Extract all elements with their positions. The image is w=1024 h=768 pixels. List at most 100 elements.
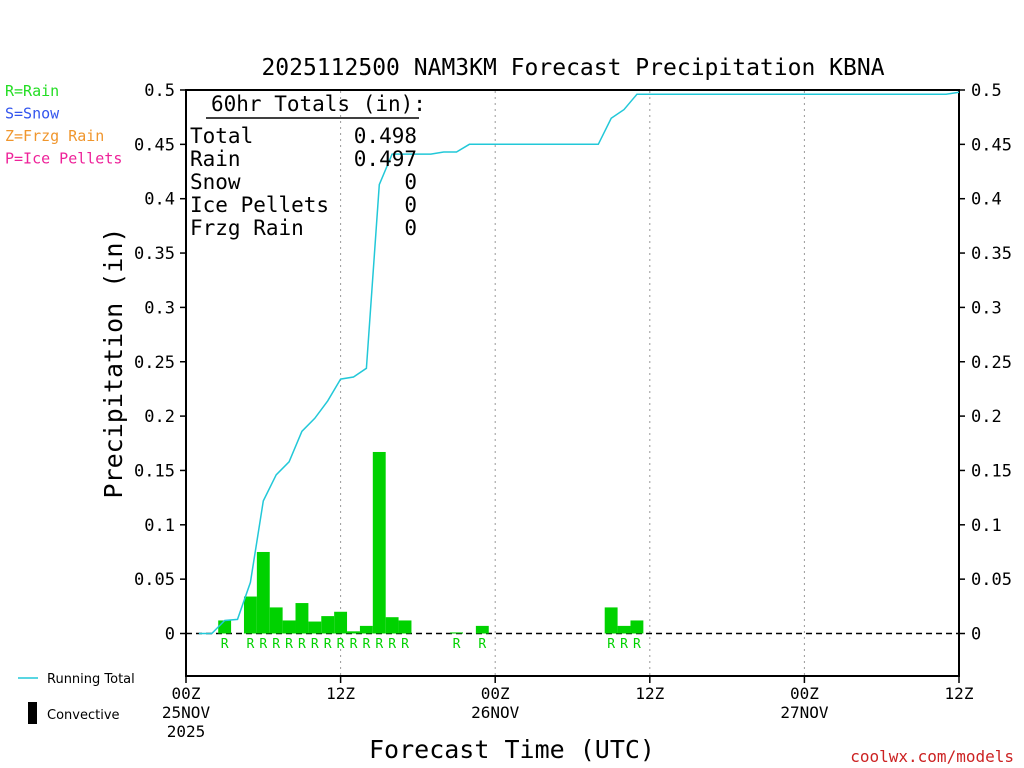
legend-type-3: P=Ice Pellets	[5, 150, 122, 168]
precip-bar-10	[359, 625, 373, 634]
precip-bar-15	[475, 625, 489, 634]
y-tick-label-left-0: 0	[165, 625, 175, 645]
bar-type-label-1: R	[247, 637, 255, 652]
precip-bar-16	[604, 607, 618, 634]
legend-label-0: Running Total	[47, 672, 135, 687]
precip-bar-1	[243, 596, 257, 634]
bar-type-label-7: R	[324, 637, 332, 652]
legend-swatch-1	[28, 702, 37, 724]
precip-bar-5	[295, 603, 309, 634]
bar-type-label-11: R	[375, 637, 383, 652]
precip-bar-7	[321, 616, 335, 634]
x-tick-label-2-1: 26NOV	[471, 703, 520, 722]
bar-type-label-9: R	[350, 637, 358, 652]
precip-bar-18	[630, 620, 644, 634]
y-tick-label-left-3: 0.15	[134, 461, 175, 481]
y-tick-label-right-10: 0.5	[971, 81, 1002, 101]
precip-bar-17	[617, 625, 631, 634]
bar-type-label-2: R	[259, 637, 267, 652]
y-tick-label-left-6: 0.3	[144, 298, 175, 318]
totals-heading: 60hr Totals (in):	[211, 92, 426, 116]
y-tick-label-right-1: 0.05	[971, 570, 1012, 590]
bar-type-label-17: R	[620, 637, 628, 652]
watermark: coolwx.com/models	[850, 747, 1014, 766]
x-tick-label-4-1: 27NOV	[780, 703, 829, 722]
totals-label-2: Snow	[190, 170, 241, 194]
precip-bar-13	[398, 620, 412, 634]
precip-bar-0	[218, 620, 232, 634]
bar-type-label-3: R	[272, 637, 280, 652]
y-tick-label-right-7: 0.35	[971, 244, 1012, 264]
precip-bar-11	[372, 451, 386, 634]
y-tick-label-left-8: 0.4	[144, 190, 175, 210]
totals-value-2: 0	[404, 170, 417, 194]
totals-label-0: Total	[190, 124, 253, 148]
bar-type-label-13: R	[401, 637, 409, 652]
bar-type-label-4: R	[285, 637, 293, 652]
precip-bar-8	[334, 611, 348, 634]
y-tick-label-right-8: 0.4	[971, 190, 1002, 210]
y-axis-label: Precipitation (in)	[99, 228, 128, 499]
totals-box: 60hr Totals (in): Total 0.498 Rain 0.497 Sno…	[190, 92, 426, 240]
totals-label-4: Frzg Rain	[190, 216, 304, 240]
y-tick-label-left-4: 0.2	[144, 407, 175, 427]
precip-bar-9	[347, 631, 360, 634]
totals-label-3: Ice Pellets	[190, 193, 329, 217]
precip-type-legend: R=Rain S=Snow Z=Frzg Rain P=Ice Pellets	[5, 82, 122, 168]
x-tick-label-4-0: 00Z	[790, 684, 819, 703]
bar-type-label-18: R	[633, 637, 641, 652]
y-tick-label-right-5: 0.25	[971, 353, 1012, 373]
plot-area	[185, 89, 960, 677]
x-tick-label-0-2: 2025	[167, 722, 206, 741]
x-tick-label-5-0: 12Z	[945, 684, 974, 703]
precip-bars	[218, 451, 644, 634]
bar-type-label-6: R	[311, 637, 319, 652]
y-axis-right-ticks: 0 0.05 0.1 0.15 0.2 0.25 0.3 0.35 0.4 0.45 0.5	[959, 81, 1012, 645]
y-tick-label-left-9: 0.45	[134, 135, 175, 155]
x-tick-label-2-0: 00Z	[481, 684, 510, 703]
y-tick-label-right-4: 0.2	[971, 407, 1002, 427]
y-tick-label-left-1: 0.05	[134, 570, 175, 590]
series-legend: Running Total Convective	[18, 672, 135, 724]
running-total-line	[198, 91, 960, 635]
y-tick-label-right-6: 0.3	[971, 298, 1002, 318]
bar-type-label-12: R	[388, 637, 396, 652]
bar-type-label-10: R	[362, 637, 370, 652]
bar-type-label-5: R	[298, 637, 306, 652]
legend-label-1: Convective	[47, 708, 120, 723]
bar-type-label-15: R	[478, 637, 486, 652]
x-tick-label-0-1: 25NOV	[162, 703, 211, 722]
y-axis-left-ticks: 0 0.05 0.1 0.15 0.2 0.25 0.3 0.35 0.4 0.45 0.5	[134, 81, 186, 645]
y-tick-label-left-10: 0.5	[144, 81, 175, 101]
totals-value-1: 0.497	[354, 147, 417, 171]
gridlines	[340, 91, 805, 675]
legend-type-1: S=Snow	[5, 105, 60, 123]
totals-label-1: Rain	[190, 147, 241, 171]
bar-type-label-0: R	[221, 637, 229, 652]
precip-bar-14	[450, 632, 463, 634]
legend-type-2: Z=Frzg Rain	[5, 127, 104, 145]
y-tick-label-left-7: 0.35	[134, 244, 175, 264]
totals-value-4: 0	[404, 216, 417, 240]
totals-rows: Total 0.498 Rain 0.497 Snow 0 Ice Pellets 0 Frzg…	[190, 124, 417, 240]
precip-bar-2	[256, 551, 270, 634]
y-tick-label-right-3: 0.15	[971, 461, 1012, 481]
y-tick-label-right-2: 0.1	[971, 516, 1002, 536]
bar-type-label-14: R	[453, 637, 461, 652]
x-tick-label-0-0: 00Z	[172, 684, 201, 703]
x-tick-label-1-0: 12Z	[326, 684, 355, 703]
x-tick-label-3-0: 12Z	[635, 684, 664, 703]
totals-value-0: 0.498	[354, 124, 417, 148]
precip-bar-3	[269, 607, 283, 634]
y-tick-label-right-9: 0.45	[971, 135, 1012, 155]
x-axis-label: Forecast Time (UTC)	[369, 735, 655, 764]
legend-type-0: R=Rain	[5, 82, 59, 100]
y-tick-label-left-5: 0.25	[134, 353, 175, 373]
bar-type-label-16: R	[607, 637, 615, 652]
precip-bar-12	[385, 617, 399, 634]
y-tick-label-right-0: 0	[971, 625, 981, 645]
precip-bar-6	[308, 621, 322, 634]
